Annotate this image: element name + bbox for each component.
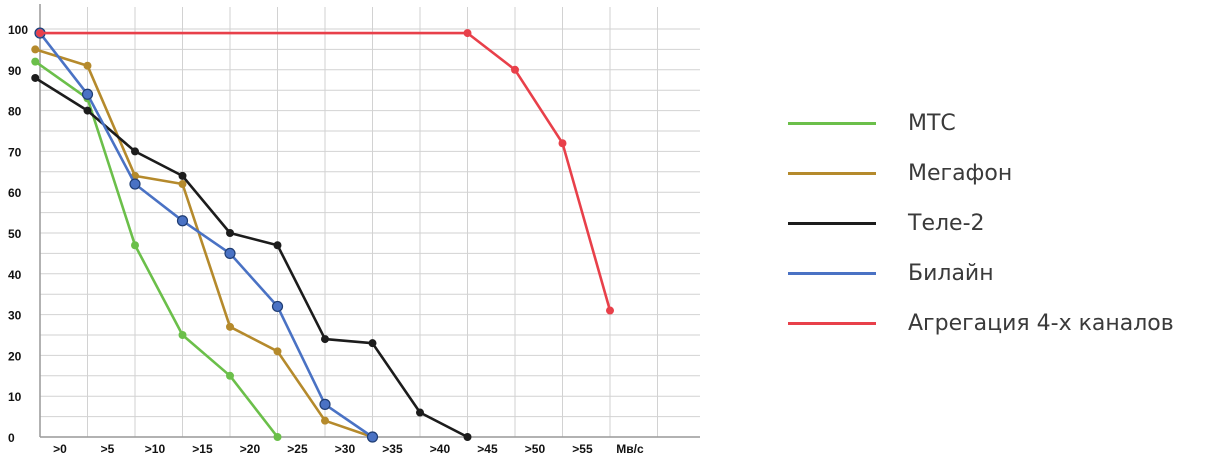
legend-label-megafon: Мегафон	[908, 160, 1013, 186]
series-2-point	[31, 73, 40, 82]
legend-label-aggregation: Агрегация 4-х каналов	[908, 310, 1174, 336]
x-tick-label: >15	[192, 442, 213, 454]
legend-label-tele2: Теле-2	[908, 210, 985, 236]
series-1-point	[31, 45, 40, 54]
legend-label-mts: МТС	[908, 110, 956, 136]
legend-swatch-beeline	[788, 271, 876, 275]
x-tick-label: >0	[53, 442, 67, 454]
y-tick-label: 10	[8, 390, 22, 404]
series-2-point	[83, 106, 92, 115]
series-0-point	[178, 331, 187, 339]
series-3-line	[38, 32, 374, 439]
series-2-point	[273, 241, 282, 250]
y-tick-label: 30	[8, 309, 22, 323]
x-tick-label: Мв/с	[616, 442, 644, 454]
series-3-point	[176, 215, 189, 227]
x-tick-label: >40	[430, 442, 451, 454]
legend-item-aggregation: Агрегация 4-х каналов	[788, 298, 1174, 348]
series-0-point	[131, 241, 139, 250]
x-tick-label: >55	[572, 442, 593, 454]
x-tick-label: >25	[287, 442, 308, 454]
legend-item-beeline: Билайн	[788, 248, 1174, 298]
chart-series	[31, 27, 614, 443]
legend-label-beeline: Билайн	[908, 260, 994, 286]
x-tick-label: >5	[101, 442, 115, 454]
series-2-point	[131, 147, 139, 156]
series-1-point	[321, 416, 329, 425]
series-3-point	[224, 247, 236, 259]
x-tick-label: >50	[525, 442, 546, 454]
series-1-point	[83, 61, 92, 70]
y-tick-label: 50	[8, 227, 22, 241]
series-2-point	[463, 433, 472, 441]
x-tick-label: >35	[382, 442, 403, 454]
y-tick-label: 20	[8, 349, 22, 363]
y-tick-label: 70	[8, 145, 22, 159]
legend-item-mts: МТС	[788, 98, 1174, 148]
series-4-point	[558, 139, 567, 148]
y-tick-label: 40	[8, 268, 22, 282]
legend-item-tele2: Теле-2	[788, 198, 1174, 248]
y-tick-label: 100	[8, 23, 28, 37]
legend-item-megafon: Мегафон	[788, 148, 1174, 198]
y-tick-label: 80	[8, 105, 22, 119]
series-3-point	[319, 398, 331, 410]
chart-grid	[39, 4, 700, 438]
series-2-point	[416, 408, 424, 417]
series-2-point	[178, 171, 187, 180]
series-0-point	[273, 433, 282, 441]
series-2-line	[34, 76, 469, 439]
series-1-point	[273, 347, 282, 356]
x-axis-ticks: >0 >5 >10 >15 >20 >25 >30 >35 >40 >45 >50 >55 Мв/с	[53, 442, 644, 454]
series-3-point	[129, 178, 141, 190]
chart-legend: МТС Мегафон Теле-2 Билайн Агрегация 4-х …	[788, 98, 1174, 348]
legend-swatch-megafon	[788, 171, 876, 175]
series-4-point	[511, 65, 519, 74]
series-4-point	[36, 29, 44, 38]
series-1-point	[178, 180, 187, 189]
y-tick-label: 0	[8, 431, 15, 445]
x-tick-label: >10	[145, 442, 166, 454]
x-tick-label: >30	[335, 442, 356, 454]
series-3-point	[366, 431, 379, 443]
series-2-point	[226, 229, 234, 237]
series-0-point	[226, 371, 234, 380]
series-3-point	[81, 88, 94, 100]
series-1-point	[226, 322, 234, 331]
legend-swatch-tele2	[788, 221, 876, 225]
series-3-point	[271, 300, 284, 313]
legend-swatch-aggregation	[788, 321, 876, 325]
y-tick-label: 60	[8, 186, 22, 200]
series-4-point	[463, 29, 472, 38]
y-tick-label: 90	[8, 64, 22, 78]
series-0-point	[31, 57, 40, 66]
series-4-point	[606, 306, 614, 315]
series-1-line	[34, 48, 373, 439]
x-tick-label: >45	[477, 442, 498, 454]
y-axis-ticks: 0 10 20 30 40 50 60 70 80 90 100	[8, 23, 28, 445]
x-tick-label: >20	[240, 442, 261, 454]
legend-swatch-mts	[788, 121, 876, 125]
series-0-line	[34, 60, 279, 438]
series-2-point	[368, 339, 377, 348]
series-2-point	[321, 335, 329, 344]
